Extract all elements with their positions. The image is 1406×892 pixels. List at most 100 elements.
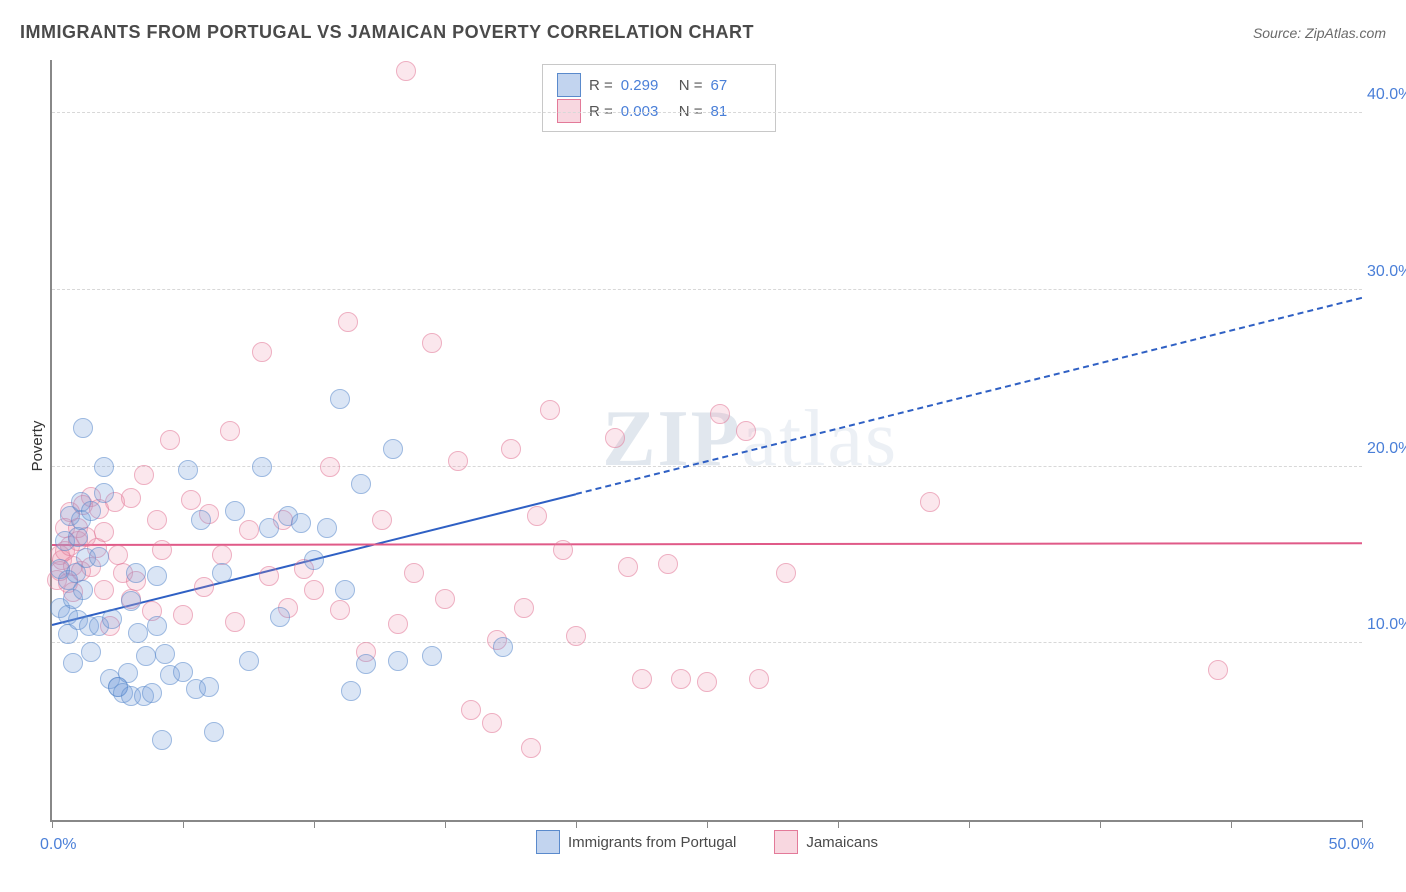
data-point <box>252 342 272 362</box>
data-point <box>383 439 403 459</box>
data-point <box>356 654 376 674</box>
swatch-blue-icon <box>557 73 581 97</box>
data-point <box>147 510 167 530</box>
data-point <box>671 669 691 689</box>
data-point <box>81 642 101 662</box>
data-point <box>304 580 324 600</box>
data-point <box>388 651 408 671</box>
data-point <box>461 700 481 720</box>
x-tick-mark <box>1100 820 1101 828</box>
x-tick-mark <box>969 820 970 828</box>
data-point <box>540 400 560 420</box>
data-point <box>320 457 340 477</box>
x-tick-mark <box>183 820 184 828</box>
data-point <box>618 557 638 577</box>
data-point <box>73 418 93 438</box>
data-point <box>749 669 769 689</box>
y-axis-title: Poverty <box>29 421 46 472</box>
x-tick-mark <box>1362 820 1363 828</box>
data-point <box>89 547 109 567</box>
data-point <box>270 607 290 627</box>
data-point <box>710 404 730 424</box>
x-tick-mark <box>314 820 315 828</box>
legend-item-jamaicans: Jamaicans <box>774 830 878 854</box>
data-point <box>553 540 573 560</box>
data-point <box>94 483 114 503</box>
data-point <box>220 421 240 441</box>
swatch-pink-icon <box>774 830 798 854</box>
data-point <box>521 738 541 758</box>
x-tick-mark <box>707 820 708 828</box>
data-point <box>134 465 154 485</box>
data-point <box>632 669 652 689</box>
data-point <box>304 550 324 570</box>
data-point <box>239 520 259 540</box>
data-point <box>697 672 717 692</box>
gridline <box>52 466 1362 467</box>
data-point <box>191 510 211 530</box>
data-point <box>121 488 141 508</box>
data-point <box>102 609 122 629</box>
data-point <box>1208 660 1228 680</box>
swatch-blue-icon <box>536 830 560 854</box>
data-point <box>493 637 513 657</box>
y-tick-label: 30.0% <box>1367 263 1406 281</box>
data-point <box>920 492 940 512</box>
x-tick-mark <box>445 820 446 828</box>
legend-stats: R = 0.299 N = 67 R = 0.003 N = 81 <box>542 64 776 132</box>
source-label: Source: ZipAtlas.com <box>1253 25 1386 41</box>
data-point <box>94 580 114 600</box>
data-point <box>252 457 272 477</box>
gridline <box>52 289 1362 290</box>
data-point <box>147 616 167 636</box>
gridline <box>52 112 1362 113</box>
data-point <box>435 589 455 609</box>
data-point <box>194 577 214 597</box>
data-point <box>173 605 193 625</box>
x-tick-mark <box>52 820 53 828</box>
data-point <box>372 510 392 530</box>
data-point <box>152 540 172 560</box>
data-point <box>291 513 311 533</box>
data-point <box>73 580 93 600</box>
y-tick-label: 20.0% <box>1367 440 1406 458</box>
data-point <box>422 646 442 666</box>
swatch-pink-icon <box>557 99 581 123</box>
gridline <box>52 642 1362 643</box>
data-point <box>68 527 88 547</box>
legend-row-portugal: R = 0.299 N = 67 <box>557 73 761 97</box>
x-tick-mark <box>838 820 839 828</box>
data-point <box>330 600 350 620</box>
data-point <box>94 457 114 477</box>
data-point <box>566 626 586 646</box>
data-point <box>225 501 245 521</box>
data-point <box>605 428 625 448</box>
chart-title: IMMIGRANTS FROM PORTUGAL VS JAMAICAN POV… <box>20 22 754 43</box>
data-point <box>136 646 156 666</box>
data-point <box>776 563 796 583</box>
data-point <box>155 644 175 664</box>
data-point <box>259 566 279 586</box>
data-point <box>152 730 172 750</box>
data-point <box>259 518 279 538</box>
legend-series: Immigrants from Portugal Jamaicans <box>52 830 1362 854</box>
data-point <box>178 460 198 480</box>
x-tick-mark <box>1231 820 1232 828</box>
data-point <box>81 501 101 521</box>
data-point <box>341 681 361 701</box>
data-point <box>118 663 138 683</box>
y-tick-label: 40.0% <box>1367 86 1406 104</box>
data-point <box>204 722 224 742</box>
plot-area: ZIPatlas R = 0.299 N = 67 R = 0.003 N = … <box>50 60 1362 822</box>
legend-row-jamaicans: R = 0.003 N = 81 <box>557 99 761 123</box>
data-point <box>212 563 232 583</box>
data-point <box>482 713 502 733</box>
data-point <box>225 612 245 632</box>
trend-line <box>52 542 1362 546</box>
data-point <box>388 614 408 634</box>
data-point <box>527 506 547 526</box>
data-point <box>658 554 678 574</box>
data-point <box>351 474 371 494</box>
data-point <box>404 563 424 583</box>
data-point <box>181 490 201 510</box>
